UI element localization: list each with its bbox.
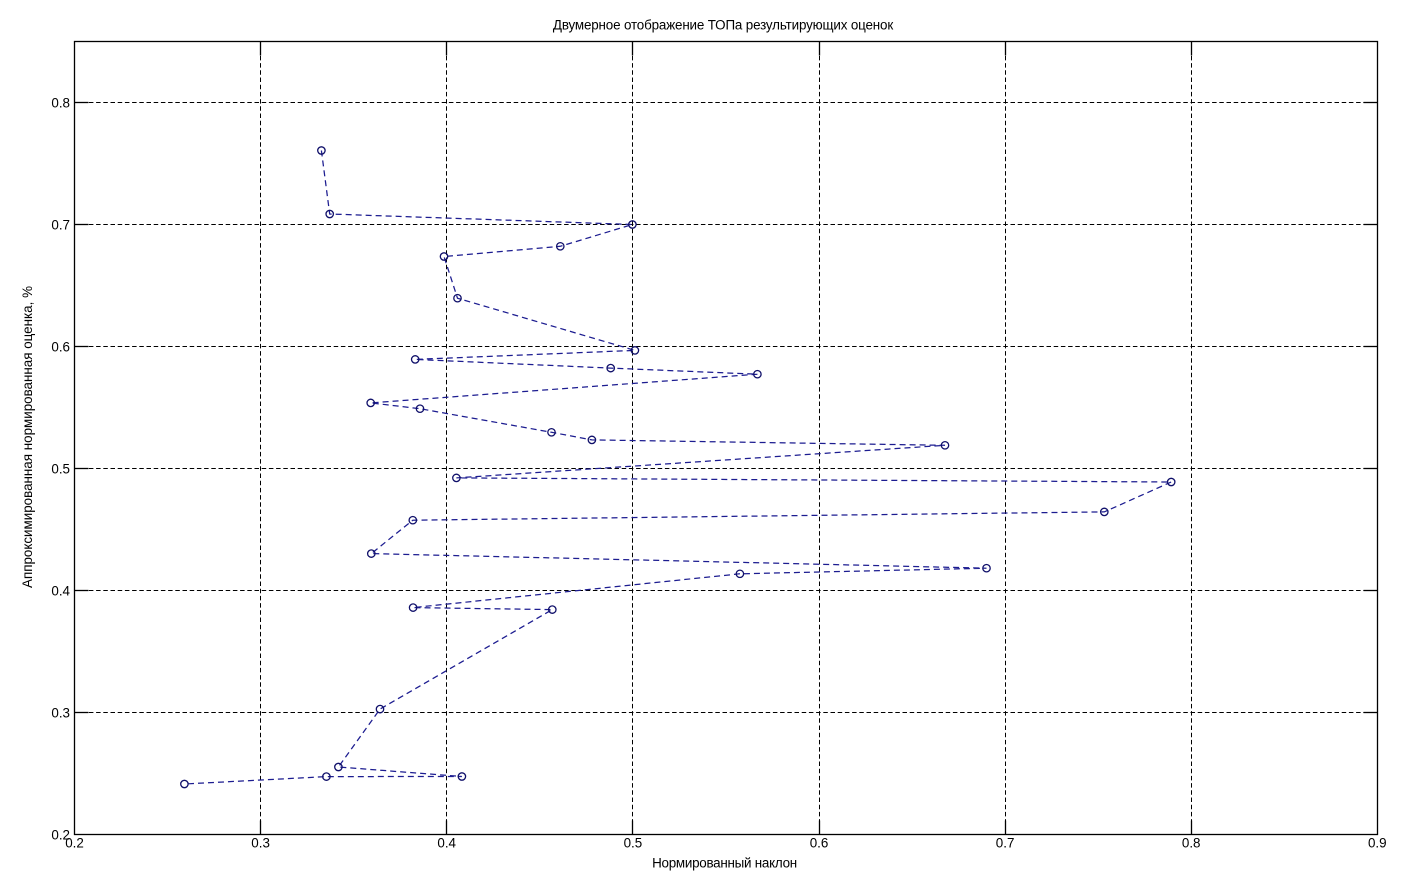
svg-text:0.9: 0.9 — [1368, 836, 1387, 851]
svg-text:0.3: 0.3 — [251, 836, 270, 851]
svg-text:0.2: 0.2 — [65, 836, 84, 851]
svg-text:0.7: 0.7 — [51, 217, 70, 232]
svg-text:0.3: 0.3 — [51, 705, 70, 720]
svg-text:0.8: 0.8 — [51, 95, 70, 110]
svg-text:0.6: 0.6 — [51, 339, 70, 354]
svg-text:0.5: 0.5 — [624, 836, 643, 851]
svg-text:0.4: 0.4 — [51, 583, 70, 598]
svg-text:0.6: 0.6 — [810, 836, 829, 851]
svg-text:0.7: 0.7 — [996, 836, 1015, 851]
svg-text:Аппроксимированная нормированн: Аппроксимированная нормированная оценка,… — [20, 286, 35, 588]
svg-text:0.2: 0.2 — [51, 827, 70, 842]
svg-text:0.5: 0.5 — [51, 461, 70, 476]
svg-text:Двумерное отображение ТОПа рез: Двумерное отображение ТОПа результирующи… — [553, 18, 893, 33]
svg-text:Нормированный наклон: Нормированный наклон — [652, 856, 797, 871]
svg-text:0.4: 0.4 — [437, 836, 456, 851]
svg-text:0.8: 0.8 — [1182, 836, 1201, 851]
